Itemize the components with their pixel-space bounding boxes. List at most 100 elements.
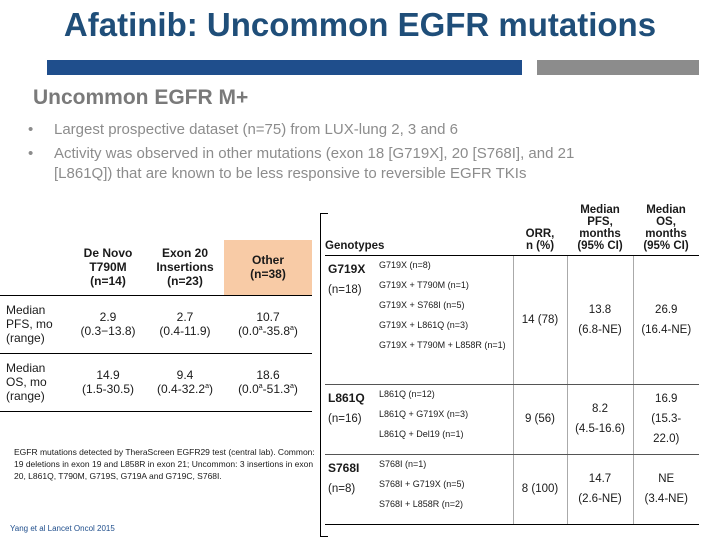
row-header-pfs: Median PFS, mo (range) (0, 295, 70, 354)
subgenotype: G719X + S768I (n=5) (379, 299, 465, 310)
footnote-marker: a (258, 325, 263, 332)
header-line: (95% CI) (643, 239, 689, 252)
column-header-orr: ORR, n (%) (513, 184, 567, 256)
genotype-count: (n=16) (328, 412, 362, 425)
genotype-name: G719X (n=18) (325, 255, 377, 385)
range-part: (0.0 (238, 324, 259, 338)
cell-value: 2.7 (176, 310, 194, 324)
header-line: months (579, 227, 621, 240)
orr-cell: 9 (56) (513, 384, 568, 455)
subgenotype: G719X + T790M + L858R (n=1) (379, 339, 506, 350)
footnote-marker: a (290, 383, 294, 390)
range-part: ) (208, 382, 213, 396)
genotype-count: (n=18) (328, 283, 362, 296)
table-row-l861q: L861Q (n=16) L861Q (n=12) L861Q + G719X … (325, 384, 699, 455)
footnote-marker: a (258, 383, 263, 390)
os-ci: 22.0) (653, 433, 680, 445)
subgenotype: G719X (n=8) (379, 259, 431, 270)
header-line: (n=23) (167, 274, 203, 289)
table-cell: 2.9 (0.3−13.8) (70, 295, 146, 354)
os-ci: (16.4-NE) (641, 323, 692, 336)
bullet-list: • Largest prospective dataset (n=75) fro… (28, 120, 598, 188)
bullet-dot: • (28, 145, 34, 162)
header-line: PFS, (587, 215, 613, 228)
row-label-line: Median (6, 303, 46, 317)
genotype-label: S768I (328, 460, 360, 475)
mutation-comparison-table: De Novo T790M (n=14) Exon 20 Insertions … (0, 240, 312, 412)
genotype-label: G719X (328, 261, 366, 276)
pfs-ci: (4.5-16.6) (575, 423, 625, 435)
table-corner (0, 240, 70, 296)
table-bracket (320, 213, 328, 537)
cell-value: 9.4 (176, 368, 194, 382)
table-cell: 2.7 (0.4-11.9) (146, 295, 224, 354)
cell-range: (0.3−13.8) (80, 324, 136, 338)
header-line: T790M (89, 260, 127, 275)
os-cell: 16.9 (15.3- 22.0) (633, 384, 699, 455)
subgenotype-list: L861Q (n=12) L861Q + G719X (n=3) L861Q +… (377, 384, 514, 455)
header-line: Exon 20 (161, 246, 209, 261)
genotype-count: (n=8) (328, 482, 356, 495)
os-cell: NE (3.4-NE) (633, 454, 699, 525)
footnote-marker: a (290, 325, 294, 332)
range-part: (0.4-32.2 (157, 382, 206, 396)
bullet-item: • Largest prospective dataset (n=75) fro… (28, 120, 598, 140)
column-header-de-novo: De Novo T790M (n=14) (70, 240, 146, 296)
genotype-outcomes-table: Genotypes ORR, n (%) Median PFS, months … (325, 184, 699, 525)
column-header-os: Median OS, months (95% CI) (633, 184, 699, 256)
title-underline-gray (537, 60, 699, 75)
header-line: OS, (656, 215, 676, 228)
header-line: De Novo (83, 246, 133, 261)
table-row: Median OS, mo (range) 14.9 (1.5-30.5) 9.… (0, 353, 312, 412)
subgenotype: G719X + T790M (n=1) (379, 279, 469, 290)
header-line: ORR, (525, 227, 555, 240)
table-cell: 18.6 (0.0a-51.3a) (224, 353, 312, 412)
range-part: ) (293, 324, 298, 338)
subgenotype: S768I + G719X (n=5) (379, 478, 465, 489)
footnote: EGFR mutations detected by TheraScreen E… (14, 447, 315, 481)
pfs-ci: (6.8-NE) (578, 323, 622, 336)
range-part: -51.3 (262, 382, 291, 396)
table-row: Median PFS, mo (range) 2.9 (0.3−13.8) 2.… (0, 295, 312, 354)
subgenotype: G719X + L861Q (n=3) (379, 319, 469, 330)
header-line: Insertions (156, 260, 214, 275)
pfs-value: 13.8 (588, 303, 612, 316)
column-header-pfs: Median PFS, months (95% CI) (567, 184, 633, 256)
pfs-cell: 14.7 (2.6-NE) (567, 454, 634, 525)
genotype-name: S768I (n=8) (325, 454, 377, 525)
column-header-exon20: Exon 20 Insertions (n=23) (146, 240, 224, 296)
title-underline-blue (47, 60, 522, 75)
bullet-item: • Activity was observed in other mutatio… (28, 144, 598, 184)
subgenotype-list: G719X (n=8) G719X + T790M (n=1) G719X + … (377, 255, 514, 385)
orr-cell: 8 (100) (513, 454, 568, 525)
pfs-cell: 8.2 (4.5-16.6) (567, 384, 634, 455)
cell-range: (0.0a-51.3a) (238, 382, 298, 396)
genotype-name: L861Q (n=16) (325, 384, 377, 455)
bullet-dot: • (28, 121, 34, 138)
os-value: 26.9 (655, 303, 678, 316)
row-label-line: (range) (6, 331, 45, 345)
bullet-text: Activity was observed in other mutations… (54, 145, 575, 182)
header-line: n (%) (525, 239, 555, 252)
subgenotype: S768I + L858R (n=2) (379, 498, 464, 509)
citation: Yang et al Lancet Oncol 2015 (10, 524, 115, 533)
table-cell: 9.4 (0.4-32.2a) (146, 353, 224, 412)
range-part: (0.0 (238, 382, 259, 396)
header-line: (n=14) (90, 274, 126, 289)
genotype-label: L861Q (328, 390, 365, 405)
subgenotype: S768I (n=1) (379, 458, 427, 469)
pfs-value: 8.2 (592, 403, 608, 415)
orr-cell: 14 (78) (513, 255, 568, 385)
row-label-line: OS, mo (6, 375, 47, 389)
pfs-cell: 13.8 (6.8-NE) (567, 255, 634, 385)
table-row-g719x: G719X (n=18) G719X (n=8) G719X + T790M (… (325, 255, 699, 385)
os-ci: (15.3- (651, 413, 682, 425)
cell-range: (0.4-11.9) (159, 324, 211, 338)
pfs-value: 14.7 (588, 473, 612, 485)
slide-title: Afatinib: Uncommon EGFR mutations (63, 6, 657, 43)
header-line: Other (251, 253, 284, 268)
os-value: NE (658, 473, 675, 485)
row-label-line: PFS, mo (6, 317, 53, 331)
cell-range: (1.5-30.5) (81, 382, 135, 396)
header-line: Median (646, 203, 686, 216)
